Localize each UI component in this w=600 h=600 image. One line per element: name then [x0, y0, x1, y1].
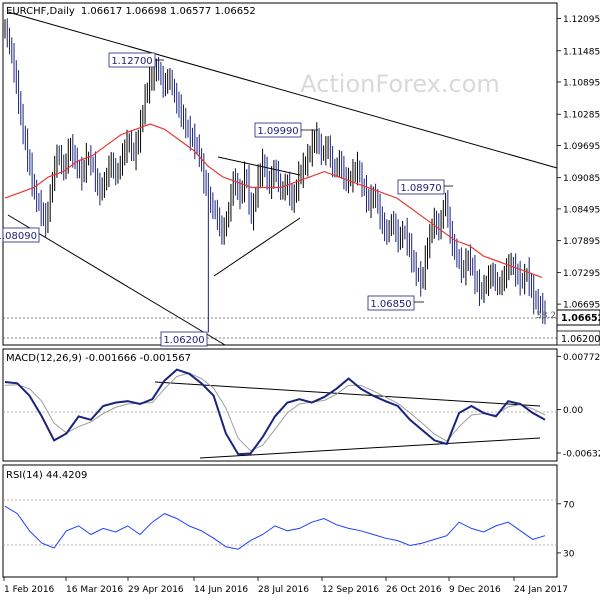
current-price-text: 1.06652 [561, 313, 600, 324]
rsi-title: RSI(14) 44.4209 [6, 470, 87, 481]
x-tick-label: 1 Feb 2016 [4, 585, 55, 595]
triangle-lower-line [213, 217, 301, 277]
fib-tag: 38.2 [536, 311, 556, 321]
price-y-tick-label: 1.12095 [563, 15, 600, 25]
support-price-text: 1.06200 [561, 334, 600, 345]
current-price-box-bg [556, 309, 600, 326]
header-separator: , [46, 6, 49, 17]
macd-lower-trendline [199, 437, 541, 459]
price-label-text: 1.09990 [257, 126, 298, 137]
x-tick-label: 28 Jul 2016 [258, 585, 309, 595]
moving-average-line [4, 123, 543, 278]
price-label-text: 1.06850 [370, 299, 411, 310]
x-tick-label: 26 Oct 2016 [386, 585, 442, 595]
price-label-1.09990: 1.09990 [254, 122, 302, 138]
timeframe: Daily [50, 6, 75, 17]
price-y-tick-label: 1.10895 [563, 78, 600, 88]
price-label-1.08970: 1.08970 [397, 179, 445, 195]
x-tick-label: 12 Sep 2016 [322, 585, 379, 595]
chart-header: EURCHF,Daily 1.06617 1.06698 1.06577 1.06… [6, 6, 256, 17]
price-label-box [160, 331, 208, 347]
ohlc-values: 1.06617 1.06698 1.06577 1.06652 [81, 6, 256, 17]
price-label-text: 1.06200 [163, 335, 204, 346]
rsi-y-tick-label: 30 [563, 549, 575, 559]
watermark: ActionForex.com [300, 70, 500, 98]
x-tick-label: 14 Jun 2016 [194, 585, 248, 595]
support-price-box: 1.06200 [556, 330, 600, 346]
x-tick-label: 9 Dec 2016 [449, 585, 501, 595]
price-y-tick-label: 1.06695 [563, 301, 600, 311]
macd-y-tick-label: 0.00 [563, 406, 583, 416]
rsi-line [4, 505, 546, 550]
trendlines [7, 11, 558, 459]
price-y-tick-label: 1.09695 [563, 142, 600, 152]
price-y-tick-label: 1.07895 [563, 237, 600, 247]
price-y-axis: 1.12095 1.11485 1.10895 1.10285 1.09695 1.090… [557, 15, 600, 342]
price-y-tick-label: 1.08495 [563, 205, 600, 215]
price-y-tick-label: 1.07295 [563, 269, 600, 279]
x-tick-label: 29 Apr 2016 [128, 585, 184, 595]
price-label-1.12700: 1.12700 [108, 52, 156, 68]
x-tick-label: 16 Mar 2016 [66, 585, 123, 595]
price-label-1.06850: 1.06850 [367, 295, 415, 311]
x-tick-label: 24 Jan 2017 [514, 585, 568, 595]
symbol: EURCHF [6, 6, 47, 17]
macd-y-tick-label: 0.007726 [563, 353, 600, 363]
rsi-y-axis: 70 30 [557, 500, 575, 559]
macd-upper-trendline [154, 381, 541, 407]
lower-trendline [7, 214, 226, 346]
macd-panel[interactable] [2, 348, 558, 462]
price-y-tick-label: 1.11485 [563, 47, 600, 57]
rsi-y-tick-label: 70 [563, 500, 575, 510]
price-y-tick-label: 1.09085 [563, 174, 600, 184]
macd-signal-line [4, 372, 546, 452]
x-axis: 1 Feb 2016 16 Mar 2016 29 Apr 2016 14 Jun 2… [3, 577, 568, 595]
macd-y-tick-label: -0.006327 [563, 449, 600, 459]
price-y-tick-label: 1.10285 [563, 111, 600, 121]
price-label-text: 1.08970 [400, 183, 441, 194]
triangle-upper-line [217, 156, 301, 176]
price-label-box [397, 179, 445, 195]
support-price-box-bg [556, 330, 600, 346]
macd-line [4, 368, 546, 456]
price-label-box [2, 227, 40, 243]
current-price-box: 1.06652 [556, 309, 600, 326]
price-label-box [367, 295, 415, 311]
macd-title: MACD(12,26,9) -0.001666 -0.001567 [6, 353, 191, 364]
rsi-panel[interactable] [2, 464, 558, 578]
upper-trendline [7, 11, 558, 169]
price-label-1.06200: 1.06200 [160, 331, 208, 347]
price-label-text: 1.12700 [111, 56, 152, 67]
price-label-text: 1.08090 [0, 231, 37, 242]
macd-y-axis: 0.007726 0.00 -0.006327 [557, 353, 600, 459]
price-label-1.08090: 1.08090 [0, 227, 40, 243]
